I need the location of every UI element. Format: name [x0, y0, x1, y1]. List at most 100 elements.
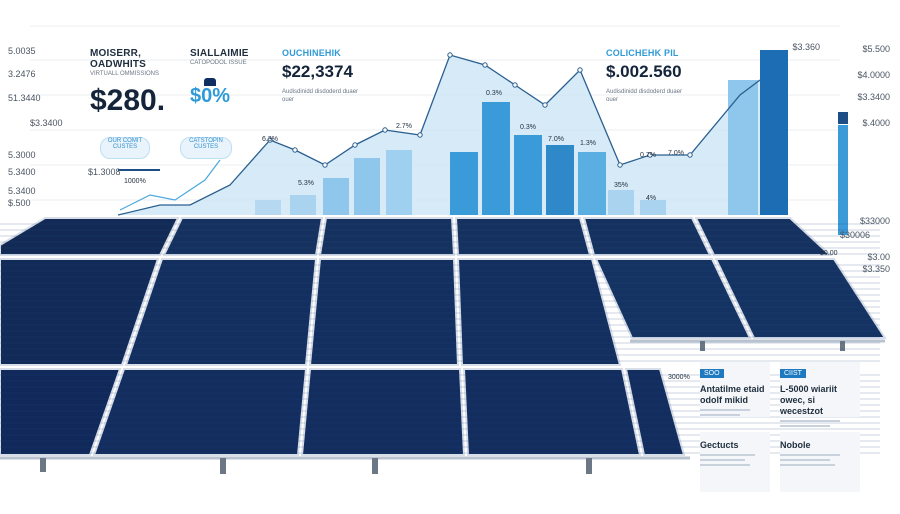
bar	[728, 80, 758, 215]
panel-3-line	[700, 459, 745, 461]
chart-label: 1000%	[124, 178, 146, 185]
bar	[514, 135, 542, 215]
panel-1-line	[700, 414, 740, 416]
info-panel-3: Gectucts	[700, 432, 770, 492]
info-panel-4: Nobole	[780, 432, 860, 492]
left-axis-tick: $3.3400	[30, 118, 63, 128]
panel-back-2	[162, 217, 324, 256]
panel-mid-4	[456, 258, 622, 366]
bar	[640, 200, 666, 215]
trend-line	[117, 54, 761, 216]
left-axis-tick: 3.2476	[8, 69, 36, 79]
bar	[546, 145, 574, 215]
panel-back-6	[694, 217, 833, 256]
right-axis-tick: $30006	[839, 230, 870, 240]
chart-label: 35%	[614, 182, 629, 189]
panel-back-3	[318, 217, 456, 256]
pill-right[interactable]: CATSTOPIN CUSTES	[180, 137, 232, 159]
panel-front-5	[624, 368, 686, 456]
right-axis-tick: $3.360	[792, 42, 820, 52]
kpi-4-desc: Audisdinidd disdoderd duaer ouer	[606, 89, 683, 103]
bar	[578, 152, 606, 215]
pill-left[interactable]: OUR COMIT CUSTES	[100, 137, 150, 159]
chart-label: 7.0%	[668, 150, 684, 157]
panel-mid-5	[594, 258, 752, 339]
panel-back-4	[454, 217, 592, 256]
chart-label: 5.3%	[298, 180, 314, 187]
chart-label: 6.3%	[262, 136, 278, 143]
solar-array	[0, 217, 887, 474]
panel-mid-6	[714, 258, 887, 339]
panel-4-line	[780, 459, 830, 461]
bar	[608, 190, 634, 215]
side-value: $0.00	[820, 250, 838, 257]
panel-4-head: Nobole	[780, 440, 811, 450]
panel-front-4	[462, 368, 642, 456]
info-panel-1: SOO Antatilme etaid odolf mikid	[700, 362, 770, 417]
kpi-3-value: $22,3374	[282, 62, 353, 81]
kpi-2-value: $0%	[190, 85, 231, 107]
panel-1-head: Antatilme etaid odolf mikid	[700, 384, 765, 405]
chart-label: 1.3%	[580, 140, 596, 147]
kpi-4-label: COLICHEHK PIL	[606, 48, 679, 58]
wallet-icon	[204, 78, 216, 86]
panel-4-line	[780, 454, 840, 456]
right-axis-tick: $33000	[859, 216, 890, 226]
side-tag	[838, 112, 848, 124]
panel-2-line	[780, 420, 840, 422]
left-axis-tick: 5.3000	[8, 150, 36, 160]
left-axis-tick: $.500	[8, 198, 31, 208]
right-axis-tick: $3.350	[862, 264, 890, 274]
bar	[450, 152, 478, 215]
pill-right-text: CATSTOPIN CUSTES	[189, 138, 223, 150]
bar	[482, 102, 510, 215]
kpi-card-1: MOISERR, OADWHITS VIRTUALL OMMISSIONS $2…	[90, 48, 180, 118]
kpi-card-4: COLICHEHK PIL $.002.560 Audisdinidd disd…	[606, 48, 716, 104]
kpi-card-2: SIALLAIMIE CATOPODOL ISSUE $0%	[190, 48, 270, 108]
side-tag	[838, 125, 848, 235]
left-axis-tick: 5.3400	[8, 186, 36, 196]
panel-back-5	[582, 217, 712, 256]
bar	[386, 150, 412, 215]
bar	[323, 178, 349, 215]
bar	[290, 195, 316, 215]
pill-left-text: OUR COMIT CUSTES	[107, 138, 143, 150]
bar	[354, 158, 380, 215]
left-axis-tick: 5.3400	[8, 167, 36, 177]
chart-label: 0.3%	[486, 90, 502, 97]
kpi-card-3: OUCHINEHIK $22,3374 Audisdinidd disdoder…	[282, 48, 382, 104]
kpi-1-label: MOISERR, OADWHITS	[90, 48, 147, 70]
chart-label: 4%	[646, 195, 657, 202]
panel-3-line	[700, 454, 755, 456]
right-axis-tick: $.4000	[862, 118, 890, 128]
kpi-4-value: $.002.560	[606, 62, 682, 81]
chart-label: 2.7%	[396, 123, 412, 130]
left-axis-tick: 51.3440	[8, 93, 41, 103]
bar	[760, 50, 788, 215]
panel-front-3	[300, 368, 466, 456]
panel-mid-2	[124, 258, 318, 366]
right-axis-tick: $3.00	[867, 252, 890, 262]
panel-cell-grid	[0, 223, 880, 454]
bar	[255, 200, 281, 215]
right-axis-tick: $3.3400	[857, 92, 890, 102]
right-axis-tick: $4.0000	[857, 70, 890, 80]
chart-label: 0.7%	[640, 152, 656, 159]
bar-series	[255, 50, 788, 215]
panel-front-2	[92, 368, 308, 456]
panel-mid-1	[0, 258, 160, 366]
panel-3-head: Gectucts	[700, 440, 739, 450]
panel-1-line	[700, 409, 750, 411]
panel-4-line	[780, 464, 835, 466]
left-axis-tick: 5.0035	[8, 46, 36, 56]
chart-label: 0.3%	[520, 124, 536, 131]
line-points	[267, 52, 693, 168]
sparkline	[119, 159, 221, 211]
panel-back-1	[0, 217, 180, 256]
kpi-3-desc: Audisdinidd disdoderd duaer ouer	[282, 89, 359, 103]
left-axis-tick: $1.3008	[88, 167, 121, 177]
panel-2-tag: CIIST	[780, 369, 806, 378]
kpi-3-label: OUCHINEHIK	[282, 48, 342, 58]
panel-legs	[40, 341, 845, 474]
